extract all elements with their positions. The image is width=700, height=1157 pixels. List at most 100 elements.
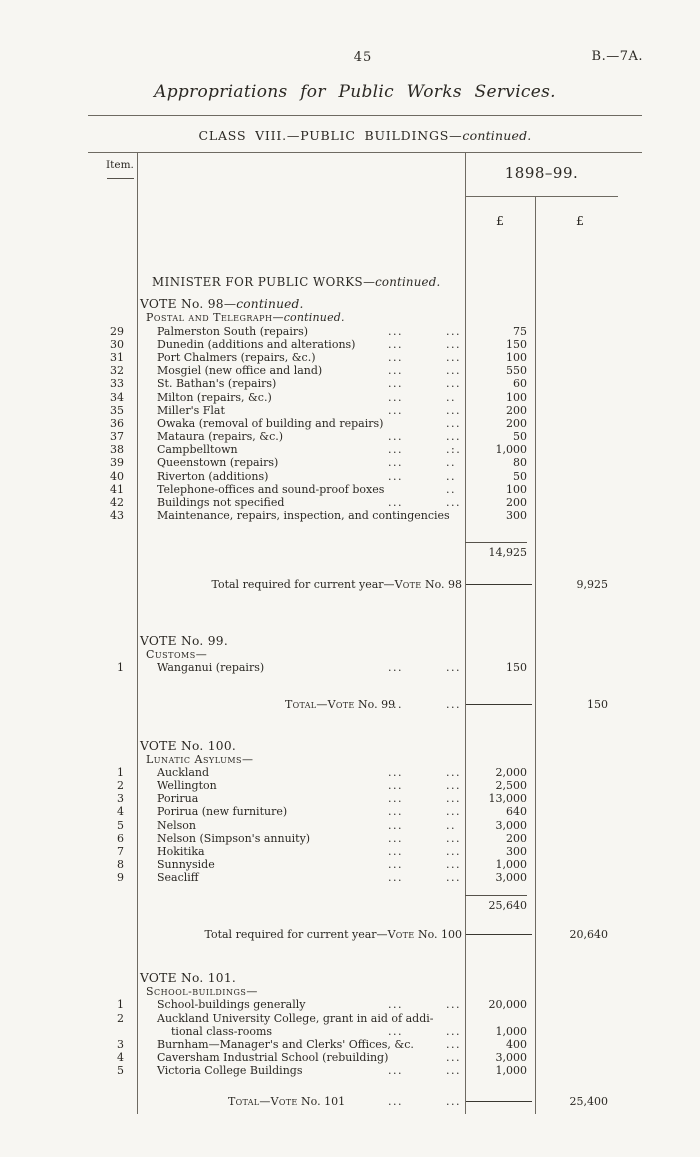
item-number: 4: [117, 1051, 124, 1065]
leader-dots: ...: [388, 779, 403, 793]
heading-text: VOTE No. 101.: [140, 970, 237, 985]
amount-col1: 1,000: [495, 1024, 528, 1038]
item-number: 31: [110, 350, 124, 364]
leader-dots: ..: [446, 469, 456, 483]
total-label: Total required for current year—Vote No.…: [0, 928, 462, 941]
vote-section-vote-99: VOTE No. 99. Customs— 1 Wanganui (repairs).…: [0, 634, 700, 712]
amount-col1: 2,500: [495, 779, 528, 793]
item-label: Wellington: [157, 779, 217, 793]
item-number: 5: [117, 818, 124, 832]
section-heading-row: MINISTER FOR PUBLIC WORKS—continued.: [0, 275, 700, 289]
leader-dots: ...: [388, 831, 403, 845]
total-label-text: Total required for current year—: [204, 927, 388, 941]
leader-dots: ...: [446, 364, 461, 378]
item-label: tional class-rooms: [171, 1024, 273, 1038]
item-number: 1: [117, 765, 124, 779]
amount-col1: 3,000: [495, 818, 528, 832]
item-label: Dunedin (additions and alterations): [157, 337, 356, 351]
item-number: 8: [117, 858, 124, 872]
vote-heading-row: VOTE No. 100.: [0, 739, 700, 753]
leader-dots: ...: [388, 430, 403, 444]
item-label: Milton (repairs, &c.): [157, 390, 272, 404]
table-row: 5 Victoria College Buildings...... 1,000: [0, 1064, 700, 1077]
item-label: Campbelltown: [157, 443, 238, 457]
item-label: Wanganui (repairs): [157, 661, 265, 675]
subtotal-row: 14,925: [0, 542, 700, 559]
heading-text: Postal and Telegraph: [146, 311, 273, 325]
total-label-smallcaps: Total—Vote: [285, 698, 355, 712]
total-dash-rule: [466, 583, 532, 585]
leader-dots: ...: [446, 998, 461, 1012]
leader-dots: ...: [446, 871, 461, 885]
table-row: 8 Sunnyside...... 1,000: [0, 858, 700, 871]
leader-dots: ...: [388, 845, 403, 858]
table-row: 3 Burnham—Manager's and Clerks' Offices, …: [0, 1038, 700, 1051]
leader-dots: ...: [388, 858, 403, 872]
leader-dots: ...: [446, 350, 461, 364]
leader-dots: ...: [388, 661, 403, 675]
total-row: Total—Vote No. 101...... 25,400: [0, 1095, 700, 1108]
item-label: Maintenance, repairs, inspection, and co…: [157, 509, 450, 523]
amount-col1: 3,000: [495, 871, 528, 885]
amount-col2: 150: [587, 698, 608, 712]
class-heading: CLASS VIII.—PUBLIC BUILDINGS—continued.: [30, 128, 700, 143]
currency-symbol-col1: £: [496, 213, 504, 228]
leader-dots: ...: [446, 1064, 461, 1078]
item-label: Caversham Industrial School (rebuilding): [157, 1051, 389, 1065]
amount-col1: 3,000: [495, 1051, 528, 1065]
item-number: 39: [110, 456, 124, 470]
item-column-header: Item.: [106, 159, 134, 171]
total-dash-rule: [466, 704, 532, 706]
heading-text: MINISTER FOR PUBLIC WORKS: [152, 275, 364, 289]
amount-col1: 100: [506, 350, 527, 364]
leader-dots: ...: [446, 377, 461, 391]
item-label: Sunnyside: [157, 858, 215, 872]
leader-dots: ...: [388, 337, 403, 351]
amount-col1: 150: [506, 337, 527, 351]
table-row: 35 Miller's Flat...... 200: [0, 404, 700, 417]
item-number: 36: [110, 416, 124, 430]
item-label: Telephone-offices and sound-proof boxes: [157, 482, 385, 496]
total-row: Total required for current year—Vote No.…: [0, 928, 700, 941]
table-row: 1 Auckland...... 2,000: [0, 766, 700, 779]
item-number: 1: [117, 661, 124, 675]
amount-column-rule: [465, 152, 466, 1114]
item-number: 37: [110, 430, 124, 444]
amount-col1: 550: [506, 364, 527, 378]
item-number: 43: [110, 509, 124, 523]
total-label-smallcaps: Vote: [394, 577, 422, 591]
leader-dots: ...: [446, 337, 461, 351]
leader-dots: ...: [446, 858, 461, 872]
leader-dots: ...: [388, 350, 403, 364]
heading-text: Customs—: [146, 647, 208, 661]
table-row: 36 Owaka (removal of building and repairs…: [0, 417, 700, 430]
leader-dots: ...: [388, 324, 403, 338]
item-label: Owaka (removal of building and repairs): [157, 416, 384, 430]
total-row: Total—Vote No. 99...... 150: [0, 698, 700, 711]
amount-col1: 150: [506, 661, 527, 675]
item-label: Queenstown (repairs): [157, 456, 279, 470]
amount-col1: 400: [506, 1037, 527, 1051]
table-body: MINISTER FOR PUBLIC WORKS—continued. VOTE…: [0, 275, 700, 1109]
leader-dots: ...: [388, 403, 403, 417]
amount-col1: 1,000: [495, 858, 528, 872]
amount-col1: 60: [513, 377, 527, 391]
leader-dots: ...: [388, 1095, 403, 1109]
amount-col1: 80: [513, 456, 527, 470]
heading-text: Lunatic Asylums—: [146, 752, 254, 766]
item-number: 30: [110, 337, 124, 351]
item-number: 2: [117, 1011, 124, 1025]
vote-section-vote-100: VOTE No. 100. Lunatic Asylums— 1 Auckland..…: [0, 739, 700, 941]
leader-dots: ...: [388, 805, 403, 819]
item-number: 40: [110, 469, 124, 483]
leader-dots: ...: [388, 364, 403, 378]
heading-text: VOTE No. 98: [140, 297, 224, 312]
item-label: Burnham—Manager's and Clerks' Offices, &…: [157, 1037, 414, 1051]
sub-heading-row: Lunatic Asylums—: [0, 753, 700, 766]
table-row: 3 Porirua...... 13,000: [0, 792, 700, 805]
item-label: Buildings not specified: [157, 496, 285, 509]
table-row: 29 Palmerston South (repairs)...... 75: [0, 325, 700, 338]
table-row: 6 Nelson (Simpson's annuity)...... 200: [0, 832, 700, 845]
leader-dots: ..: [446, 456, 456, 470]
